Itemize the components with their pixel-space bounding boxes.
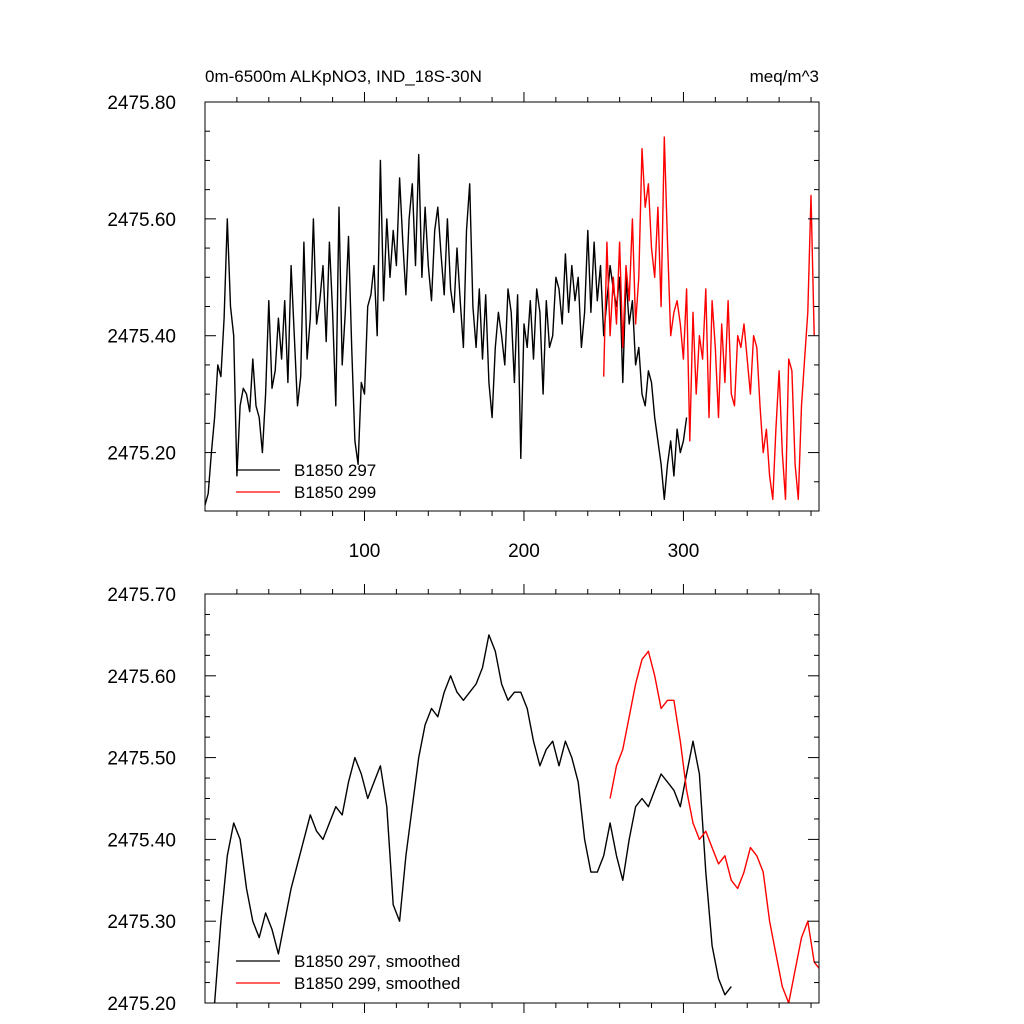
chart-title: 0m-6500m ALKpNO3, IND_18S-30N	[205, 67, 482, 86]
bottom-panel-series	[213, 634, 819, 1003]
y-tick-label: 2475.30	[107, 912, 176, 933]
series-line-b1850-299	[603, 136, 815, 500]
x-tick-label: 300	[668, 541, 700, 562]
x-tick-label: 200	[508, 541, 540, 562]
bottom-panel-axes: 2475.20 2475.30 2475.40 2475.50 2475.60 2475.…	[107, 584, 819, 1015]
bottom-plot-frame	[204, 593, 820, 1004]
series-line-b1850-297	[205, 153, 688, 506]
top-panel-axes: 2475.20 2475.40 2475.60 2475.80 100 200 300	[107, 92, 819, 562]
series-line-b1850-299-smoothed	[609, 650, 819, 1003]
x-tick-label: 100	[349, 541, 381, 562]
y-tick-label: 2475.70	[107, 585, 176, 606]
y-tick-label: 2475.20	[107, 444, 176, 465]
legend-label-b1850-299: B1850 299	[294, 483, 376, 502]
top-plot-frame	[204, 101, 820, 512]
y-tick-label: 2475.40	[107, 327, 176, 348]
y-tick-label: 2475.50	[107, 749, 176, 770]
chart-units: meq/m^3	[750, 67, 819, 86]
series-line-b1850-297-smoothed	[213, 634, 732, 1003]
bottom-legend: B1850 297, smoothed B1850 299, smoothed	[236, 952, 460, 993]
top-panel-series	[205, 136, 815, 506]
top-legend: B1850 297 B1850 299	[236, 461, 376, 502]
legend-label-b1850-299-smoothed: B1850 299, smoothed	[294, 974, 460, 993]
y-tick-label: 2475.80	[107, 93, 176, 114]
legend-label-b1850-297: B1850 297	[294, 461, 376, 480]
y-tick-label: 2475.60	[107, 210, 176, 231]
legend-label-b1850-297-smoothed: B1850 297, smoothed	[294, 952, 460, 971]
y-tick-label: 2475.40	[107, 830, 176, 851]
bottom-panel: 2475.20 2475.30 2475.40 2475.50 2475.60 2475.…	[107, 584, 820, 1015]
top-panel: 0m-6500m ALKpNO3, IND_18S-30N meq/m^3 24…	[107, 67, 820, 562]
y-tick-label: 2475.20	[107, 994, 176, 1015]
y-tick-label: 2475.60	[107, 667, 176, 688]
